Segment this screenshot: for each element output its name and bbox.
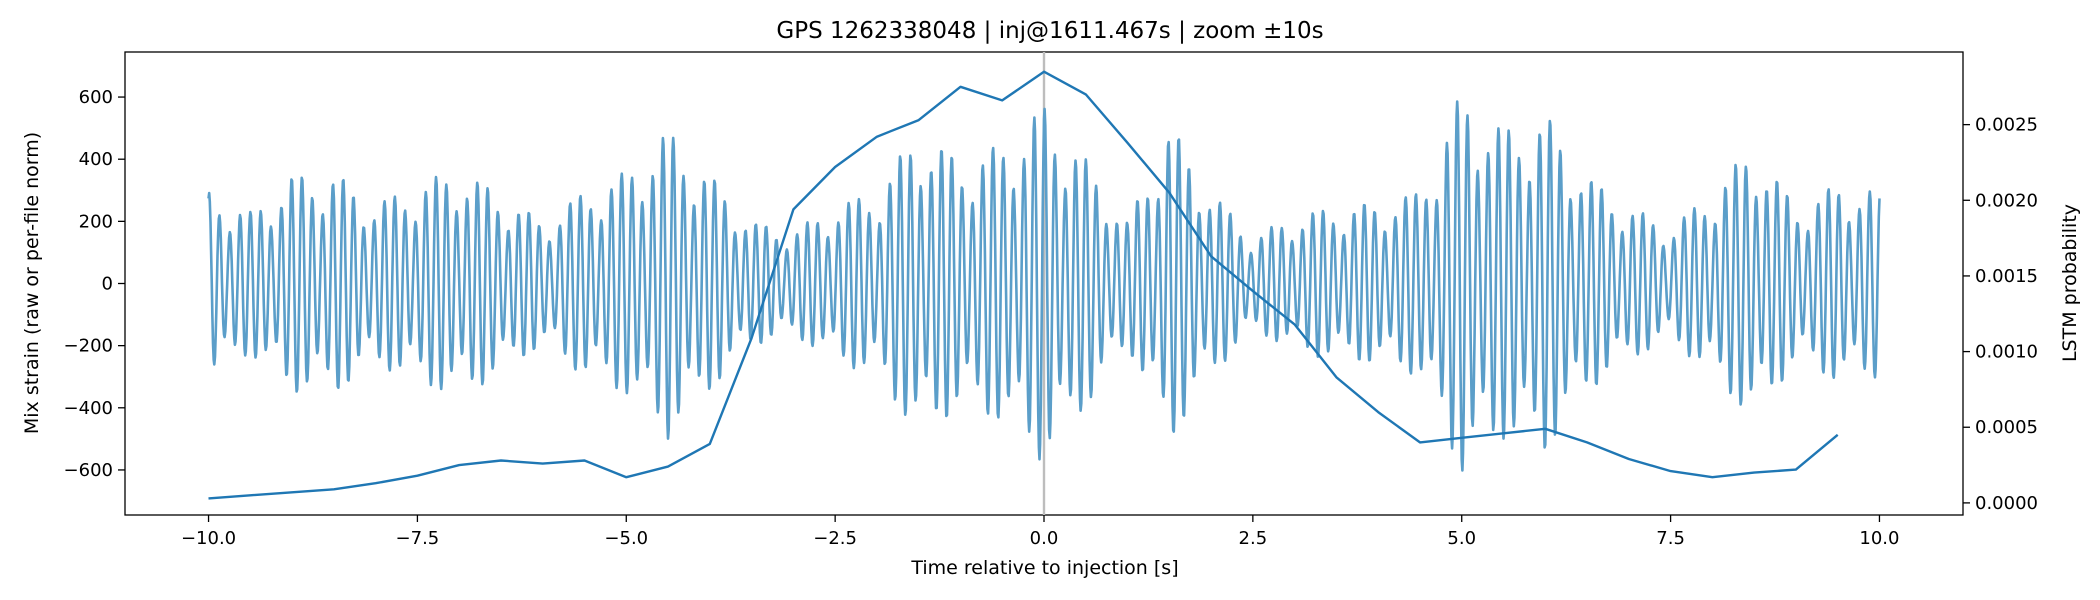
right-y-tick-label: 0.0000 (1975, 493, 2038, 514)
left-y-tick-label: 0 (102, 274, 113, 295)
left-y-tick-label: 400 (79, 149, 113, 170)
right-y-tick-label: 0.0020 (1975, 190, 2038, 211)
x-tick-label: 2.5 (1239, 528, 1268, 549)
x-tick-label: 5.0 (1447, 528, 1476, 549)
x-tick-label: 10.0 (1859, 528, 1899, 549)
x-tick-label: −10.0 (181, 528, 236, 549)
left-y-axis: −600 −400 −200 0 200 400 600 (64, 87, 125, 481)
x-tick-label: −7.5 (396, 528, 440, 549)
x-axis-label: Time relative to injection [s] (910, 557, 1178, 579)
x-axis: −10.0 −7.5 −5.0 −2.5 0.0 2.5 5.0 7.5 10.0 (181, 515, 1899, 549)
right-y-axis-label: LSTM probability (2059, 204, 2081, 362)
left-y-tick-label: −400 (64, 398, 113, 419)
left-y-tick-label: 600 (79, 87, 113, 108)
right-y-tick-label: 0.0010 (1975, 342, 2038, 363)
chart-title: GPS 1262338048 | inj@1611.467s | zoom ±1… (776, 18, 1323, 44)
x-tick-label: −2.5 (813, 528, 857, 549)
left-y-tick-label: −200 (64, 336, 113, 357)
right-y-tick-label: 0.0015 (1975, 266, 2038, 287)
x-tick-label: 0.0 (1030, 528, 1059, 549)
left-y-tick-label: 200 (79, 211, 113, 232)
lstm-probability-series-line (208, 70, 1839, 500)
right-y-tick-label: 0.0005 (1975, 417, 2038, 438)
right-y-tick-label: 0.0025 (1975, 115, 2038, 136)
strain-series-line (207, 100, 1881, 472)
left-y-tick-label: −600 (64, 460, 113, 481)
right-y-axis: 0.0000 0.0005 0.0010 0.0015 0.0020 0.0025 (1963, 115, 2038, 514)
x-tick-label: 7.5 (1656, 528, 1685, 549)
x-tick-label: −5.0 (604, 528, 648, 549)
left-y-axis-label: Mix strain (raw or per-file norm) (21, 132, 43, 434)
